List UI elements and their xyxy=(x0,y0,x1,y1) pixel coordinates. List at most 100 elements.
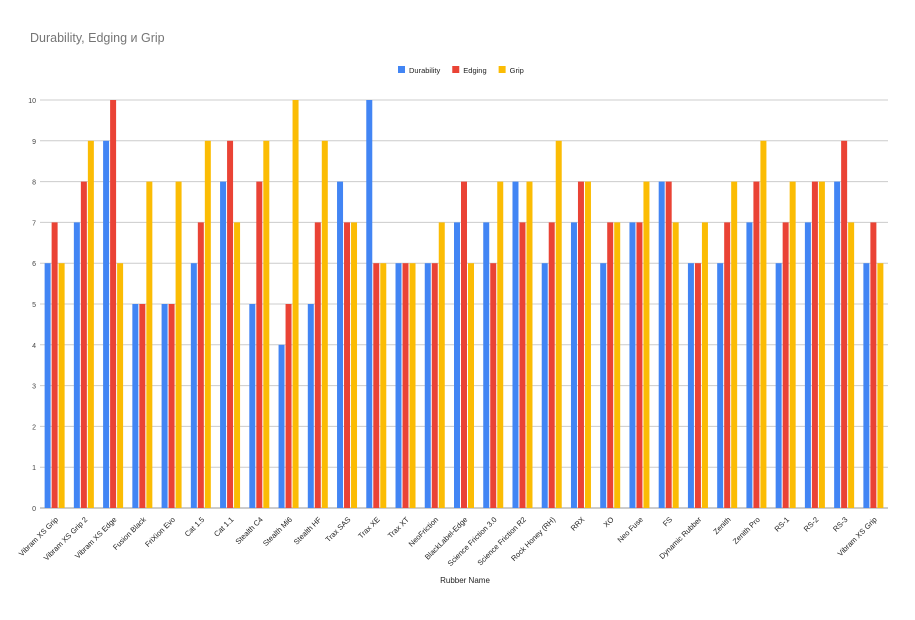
legend-label: Edging xyxy=(463,66,486,75)
bar-grip-2 xyxy=(87,140,94,509)
legend-swatch xyxy=(452,66,460,73)
bar-grip-27 xyxy=(818,181,825,508)
bar-grip-20 xyxy=(614,222,621,508)
bar-grip-28 xyxy=(848,222,855,508)
legend-swatch xyxy=(498,66,506,73)
bar-grip-19 xyxy=(584,181,591,508)
legend-swatch xyxy=(398,66,405,73)
bar-durability-5 xyxy=(161,304,168,508)
bar-edging-28 xyxy=(841,140,848,509)
x-tick-label: FS xyxy=(661,515,674,528)
bar-grip-6 xyxy=(204,140,211,509)
bar-durability-27 xyxy=(804,222,811,508)
bar-edging-15 xyxy=(461,181,467,508)
bar-durability-20 xyxy=(600,263,607,508)
x-tick-label: Cat 1.5 xyxy=(183,515,206,538)
bar-grip-18 xyxy=(555,140,562,509)
legend-item-durability[interactable]: Durability xyxy=(398,66,441,75)
bar-durability-23 xyxy=(687,263,694,508)
x-tick-label: Neo Fuse xyxy=(615,515,644,544)
bar-edging-23 xyxy=(694,263,701,508)
bar-grip-16 xyxy=(497,181,504,508)
y-tick-label: 9 xyxy=(32,139,36,146)
bar-edging-25 xyxy=(753,181,760,508)
bar-edging-13 xyxy=(402,263,409,508)
x-tick-label: RS-1 xyxy=(773,515,791,533)
bar-grip-25 xyxy=(760,140,767,509)
bar-durability-7 xyxy=(220,181,227,508)
bar-grip-9 xyxy=(292,100,299,508)
bar-grip-29 xyxy=(877,263,884,508)
bar-durability-15 xyxy=(454,222,460,508)
bar-durability-24 xyxy=(717,263,724,508)
bar-durability-6 xyxy=(190,263,197,508)
bar-edging-9 xyxy=(285,304,292,508)
x-tick-label: Stealth Mi6 xyxy=(261,515,294,548)
y-tick-label: 6 xyxy=(32,261,36,268)
bar-edging-19 xyxy=(577,181,584,508)
bar-durability-16 xyxy=(483,222,490,508)
x-tick-label: FriXion Evo xyxy=(143,515,177,549)
bar-edging-17 xyxy=(519,222,526,508)
bar-durability-18 xyxy=(541,263,548,508)
bar-edging-14 xyxy=(431,263,438,508)
bar-edging-11 xyxy=(344,222,351,508)
bar-edging-2 xyxy=(80,181,87,508)
bar-grip-1 xyxy=(58,263,65,508)
bar-edging-18 xyxy=(548,222,555,508)
y-tick-label: 0 xyxy=(32,506,36,513)
x-tick-label: Trax SAS xyxy=(324,515,353,544)
bar-durability-2 xyxy=(73,222,80,508)
y-tick-label: 3 xyxy=(32,384,36,391)
bar-grip-23 xyxy=(701,222,708,508)
x-tick-label: Science Friction 3.0 xyxy=(446,515,499,568)
bar-edging-26 xyxy=(782,222,789,508)
bar-grip-11 xyxy=(351,222,358,508)
bar-durability-21 xyxy=(629,222,636,508)
bar-durability-3 xyxy=(103,140,110,509)
legend-label: Durability xyxy=(409,66,441,75)
bar-durability-17 xyxy=(512,181,519,508)
y-tick-label: 2 xyxy=(32,424,36,431)
x-axis-label: Rubber Name xyxy=(440,576,490,585)
y-tick-label: 10 xyxy=(28,98,36,105)
bar-grip-14 xyxy=(438,222,445,508)
bar-grip-5 xyxy=(175,181,182,508)
x-tick-label: Zenith Pro xyxy=(731,515,762,546)
bar-grip-12 xyxy=(380,263,387,508)
bar-edging-29 xyxy=(870,222,877,508)
legend-item-edging[interactable]: Edging xyxy=(452,66,487,75)
y-tick-label: 5 xyxy=(32,302,36,309)
bar-durability-29 xyxy=(863,263,870,508)
bar-durability-26 xyxy=(775,263,782,508)
bar-durability-22 xyxy=(658,181,665,508)
chart-title: Durability, Edging и Grip xyxy=(30,31,165,45)
bar-durability-1 xyxy=(44,263,51,508)
y-tick-label: 7 xyxy=(32,220,36,227)
bar-durability-13 xyxy=(395,263,402,508)
x-tick-label: RRX xyxy=(569,515,587,533)
bar-grip-7 xyxy=(234,222,241,508)
x-tick-label: RS-2 xyxy=(802,515,820,533)
bar-grip-13 xyxy=(409,263,416,508)
bar-durability-4 xyxy=(132,304,139,508)
bar-edging-3 xyxy=(110,100,117,508)
bar-durability-8 xyxy=(249,304,256,508)
bar-edging-7 xyxy=(227,140,234,509)
y-tick-label: 1 xyxy=(32,465,36,472)
legend-item-grip[interactable]: Grip xyxy=(498,66,524,75)
bar-grip-10 xyxy=(321,140,328,509)
x-tick-label: Trax XT xyxy=(386,515,411,540)
bar-edging-24 xyxy=(724,222,731,508)
bar-grip-4 xyxy=(146,181,153,508)
bar-grip-26 xyxy=(789,181,796,508)
x-tick-label: Zenith xyxy=(711,515,732,536)
bar-durability-25 xyxy=(746,222,753,508)
x-tick-label: Trax XE xyxy=(356,515,381,540)
bar-edging-12 xyxy=(373,263,380,508)
y-tick-label: 8 xyxy=(32,180,36,187)
bar-durability-10 xyxy=(307,304,314,508)
bar-grip-17 xyxy=(526,181,533,508)
bar-edging-6 xyxy=(197,222,204,508)
